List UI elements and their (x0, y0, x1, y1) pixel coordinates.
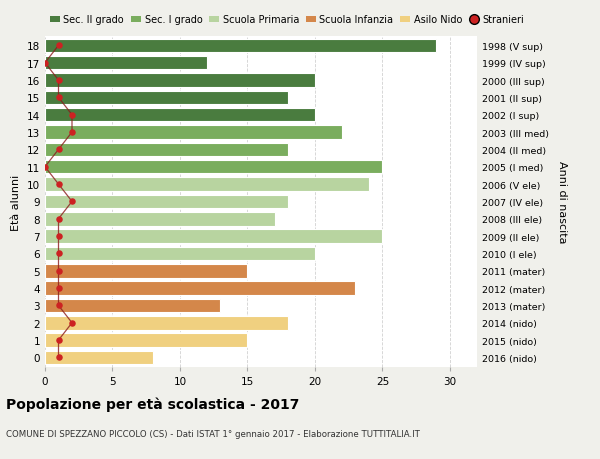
Bar (45, 316, 288, 330)
Bar (45, 247, 315, 261)
Point (54, 354, 64, 361)
Point (67, 112, 77, 119)
Point (54, 43, 64, 50)
Bar (45, 126, 342, 140)
Bar (45, 39, 436, 53)
Point (54, 146, 64, 154)
Point (40, 164, 50, 171)
Bar (45, 143, 288, 157)
Bar (45, 264, 247, 278)
Point (40, 60, 50, 67)
Bar (45, 282, 355, 295)
Bar (45, 74, 315, 88)
Point (67, 129, 77, 136)
Point (54, 77, 64, 84)
Point (54, 216, 64, 223)
Point (54, 302, 64, 309)
Bar (45, 161, 383, 174)
Bar (45, 195, 288, 209)
Point (54, 233, 64, 240)
Point (54, 268, 64, 275)
Bar (45, 230, 383, 243)
Bar (45, 351, 153, 364)
Bar (45, 334, 247, 347)
Point (54, 181, 64, 188)
Point (54, 337, 64, 344)
Point (54, 250, 64, 257)
Bar (45, 57, 207, 70)
Point (67, 198, 77, 206)
Point (54, 285, 64, 292)
Legend: Sec. II grado, Sec. I grado, Scuola Primaria, Scuola Infanzia, Asilo Nido, Stran: Sec. II grado, Sec. I grado, Scuola Prim… (50, 15, 524, 25)
Y-axis label: Età alunni: Età alunni (11, 174, 22, 230)
Bar (45, 109, 315, 122)
Text: COMUNE DI SPEZZANO PICCOLO (CS) - Dati ISTAT 1° gennaio 2017 - Elaborazione TUTT: COMUNE DI SPEZZANO PICCOLO (CS) - Dati I… (6, 429, 420, 438)
Bar (45, 299, 221, 313)
Text: Popolazione per età scolastica - 2017: Popolazione per età scolastica - 2017 (6, 397, 299, 412)
Y-axis label: Anni di nascita: Anni di nascita (557, 161, 567, 243)
Point (54, 95, 64, 102)
Bar (45, 213, 275, 226)
Point (67, 319, 77, 327)
Bar (45, 178, 369, 191)
Bar (45, 91, 288, 105)
